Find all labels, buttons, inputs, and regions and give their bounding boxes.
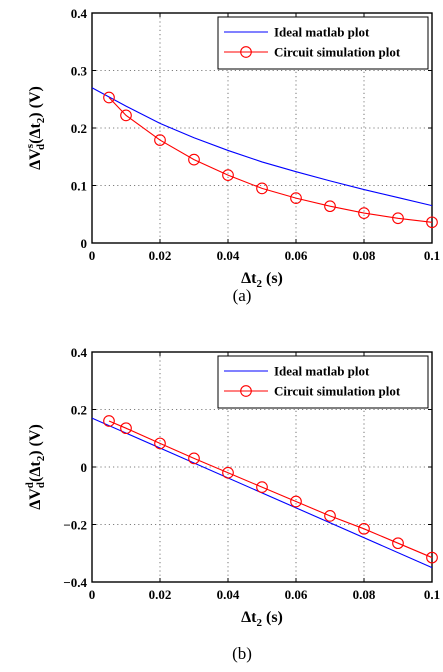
x-tick-label: 0.02 bbox=[149, 587, 172, 602]
legend-entry: Circuit simulation plot bbox=[274, 384, 401, 399]
data-point bbox=[188, 452, 200, 465]
x-tick-label: 0.08 bbox=[353, 587, 376, 602]
x-axis-label-unit: (s) bbox=[262, 270, 283, 287]
x-tick-label: 0.08 bbox=[353, 248, 376, 263]
data-point bbox=[324, 510, 336, 522]
legend-entry: Ideal matlab plot bbox=[274, 25, 370, 40]
x-tick-label: 0.04 bbox=[217, 248, 240, 263]
x-axis-label-sub: 2 bbox=[256, 278, 262, 290]
series-line-circuit bbox=[108, 420, 433, 559]
x-tick-label: 0 bbox=[89, 248, 96, 263]
y-axis-label-sub: d bbox=[35, 482, 47, 488]
data-point bbox=[290, 495, 302, 508]
legend-box bbox=[217, 355, 429, 409]
y-axis-label-rest: (Δt bbox=[27, 123, 44, 144]
y-axis-label: ΔVdd(Δt2) (V) bbox=[24, 424, 47, 510]
data-point bbox=[222, 169, 234, 181]
legend-marker bbox=[240, 46, 252, 58]
data-point bbox=[426, 216, 438, 229]
x-tick-label: 0.06 bbox=[285, 248, 308, 263]
legend-marker bbox=[240, 385, 252, 397]
y-axis-label-sub2: 2 bbox=[35, 117, 47, 123]
x-tick-label: 0.06 bbox=[285, 587, 308, 602]
data-point bbox=[358, 522, 370, 535]
x-tick-label: 0.1 bbox=[424, 248, 440, 263]
x-axis-label: Δt2 (s) bbox=[241, 270, 283, 290]
series-line-ideal bbox=[91, 87, 433, 207]
x-axis-label-main: Δt bbox=[241, 609, 257, 626]
legend-entry: Ideal matlab plot bbox=[274, 364, 370, 379]
data-point bbox=[358, 207, 370, 219]
data-point bbox=[392, 212, 404, 225]
figure-caption: (b) bbox=[232, 644, 252, 663]
y-tick-label: −0.2 bbox=[63, 518, 87, 533]
y-tick-label: 0.3 bbox=[71, 64, 88, 79]
x-tick-label: 0.04 bbox=[217, 587, 240, 602]
legend: Ideal matlab plot Circuit simulation plot bbox=[217, 16, 429, 70]
figure-caption: (a) bbox=[233, 286, 252, 305]
data-point bbox=[120, 109, 132, 122]
y-axis-label-main: ΔV bbox=[27, 148, 44, 170]
y-tick-label: 0.2 bbox=[71, 403, 87, 418]
data-point bbox=[103, 91, 115, 104]
chart-a: 0 0.02 0.04 0.06 0.08 0.1 0 0.1 0.2 0.3 0.4 Ideal m… bbox=[24, 6, 440, 305]
data-point bbox=[188, 153, 200, 166]
y-axis-label-sup: s bbox=[24, 143, 36, 148]
data-point bbox=[256, 481, 268, 493]
y-axis-label: ΔVsd(Δt2) (V) bbox=[24, 86, 47, 170]
y-axis-label-end: ) (V) bbox=[27, 86, 44, 118]
y-tick-label: 0.4 bbox=[71, 345, 88, 360]
x-axis-label-sub: 2 bbox=[256, 617, 262, 629]
data-point bbox=[426, 551, 438, 564]
x-tick-label: 0.1 bbox=[424, 587, 440, 602]
legend-entry: Circuit simulation plot bbox=[274, 45, 401, 60]
y-tick-label: 0.1 bbox=[71, 179, 87, 194]
y-axis-label-sup: d bbox=[24, 482, 36, 488]
data-point bbox=[324, 200, 336, 213]
x-tick-label: 0.02 bbox=[149, 248, 172, 263]
series-line-circuit bbox=[108, 97, 433, 223]
data-point bbox=[103, 415, 115, 427]
legend: Ideal matlab plot Circuit simulation plot bbox=[217, 355, 429, 409]
y-axis-label-main: ΔV bbox=[27, 488, 44, 510]
data-point bbox=[290, 192, 302, 204]
y-tick-label: 0.2 bbox=[71, 121, 87, 136]
legend-box bbox=[217, 16, 429, 70]
x-tick-label: 0 bbox=[89, 587, 96, 602]
y-tick-label: 0 bbox=[81, 236, 88, 251]
data-point bbox=[154, 134, 166, 146]
y-axis-label-sub: d bbox=[35, 144, 47, 150]
x-axis-label-unit: (s) bbox=[262, 609, 283, 626]
data-point bbox=[256, 182, 268, 195]
chart-b: 0 0.02 0.04 0.06 0.08 0.1 −0.4 −0.2 0 0.2 0.4 Ideal… bbox=[24, 345, 440, 663]
data-point bbox=[392, 537, 404, 550]
x-axis-label-main: Δt bbox=[241, 270, 257, 287]
data-point bbox=[154, 437, 166, 450]
y-tick-label: 0.4 bbox=[71, 6, 88, 21]
y-axis-label-end: ) (V) bbox=[27, 424, 44, 456]
y-tick-label: 0 bbox=[81, 460, 88, 475]
y-axis-label-sub2: 2 bbox=[35, 455, 47, 461]
y-axis-label-rest: (Δt bbox=[27, 461, 44, 482]
data-point bbox=[222, 466, 234, 479]
y-tick-label: −0.4 bbox=[63, 575, 87, 590]
x-axis-label: Δt2 (s) bbox=[241, 609, 283, 629]
data-point bbox=[120, 422, 132, 435]
